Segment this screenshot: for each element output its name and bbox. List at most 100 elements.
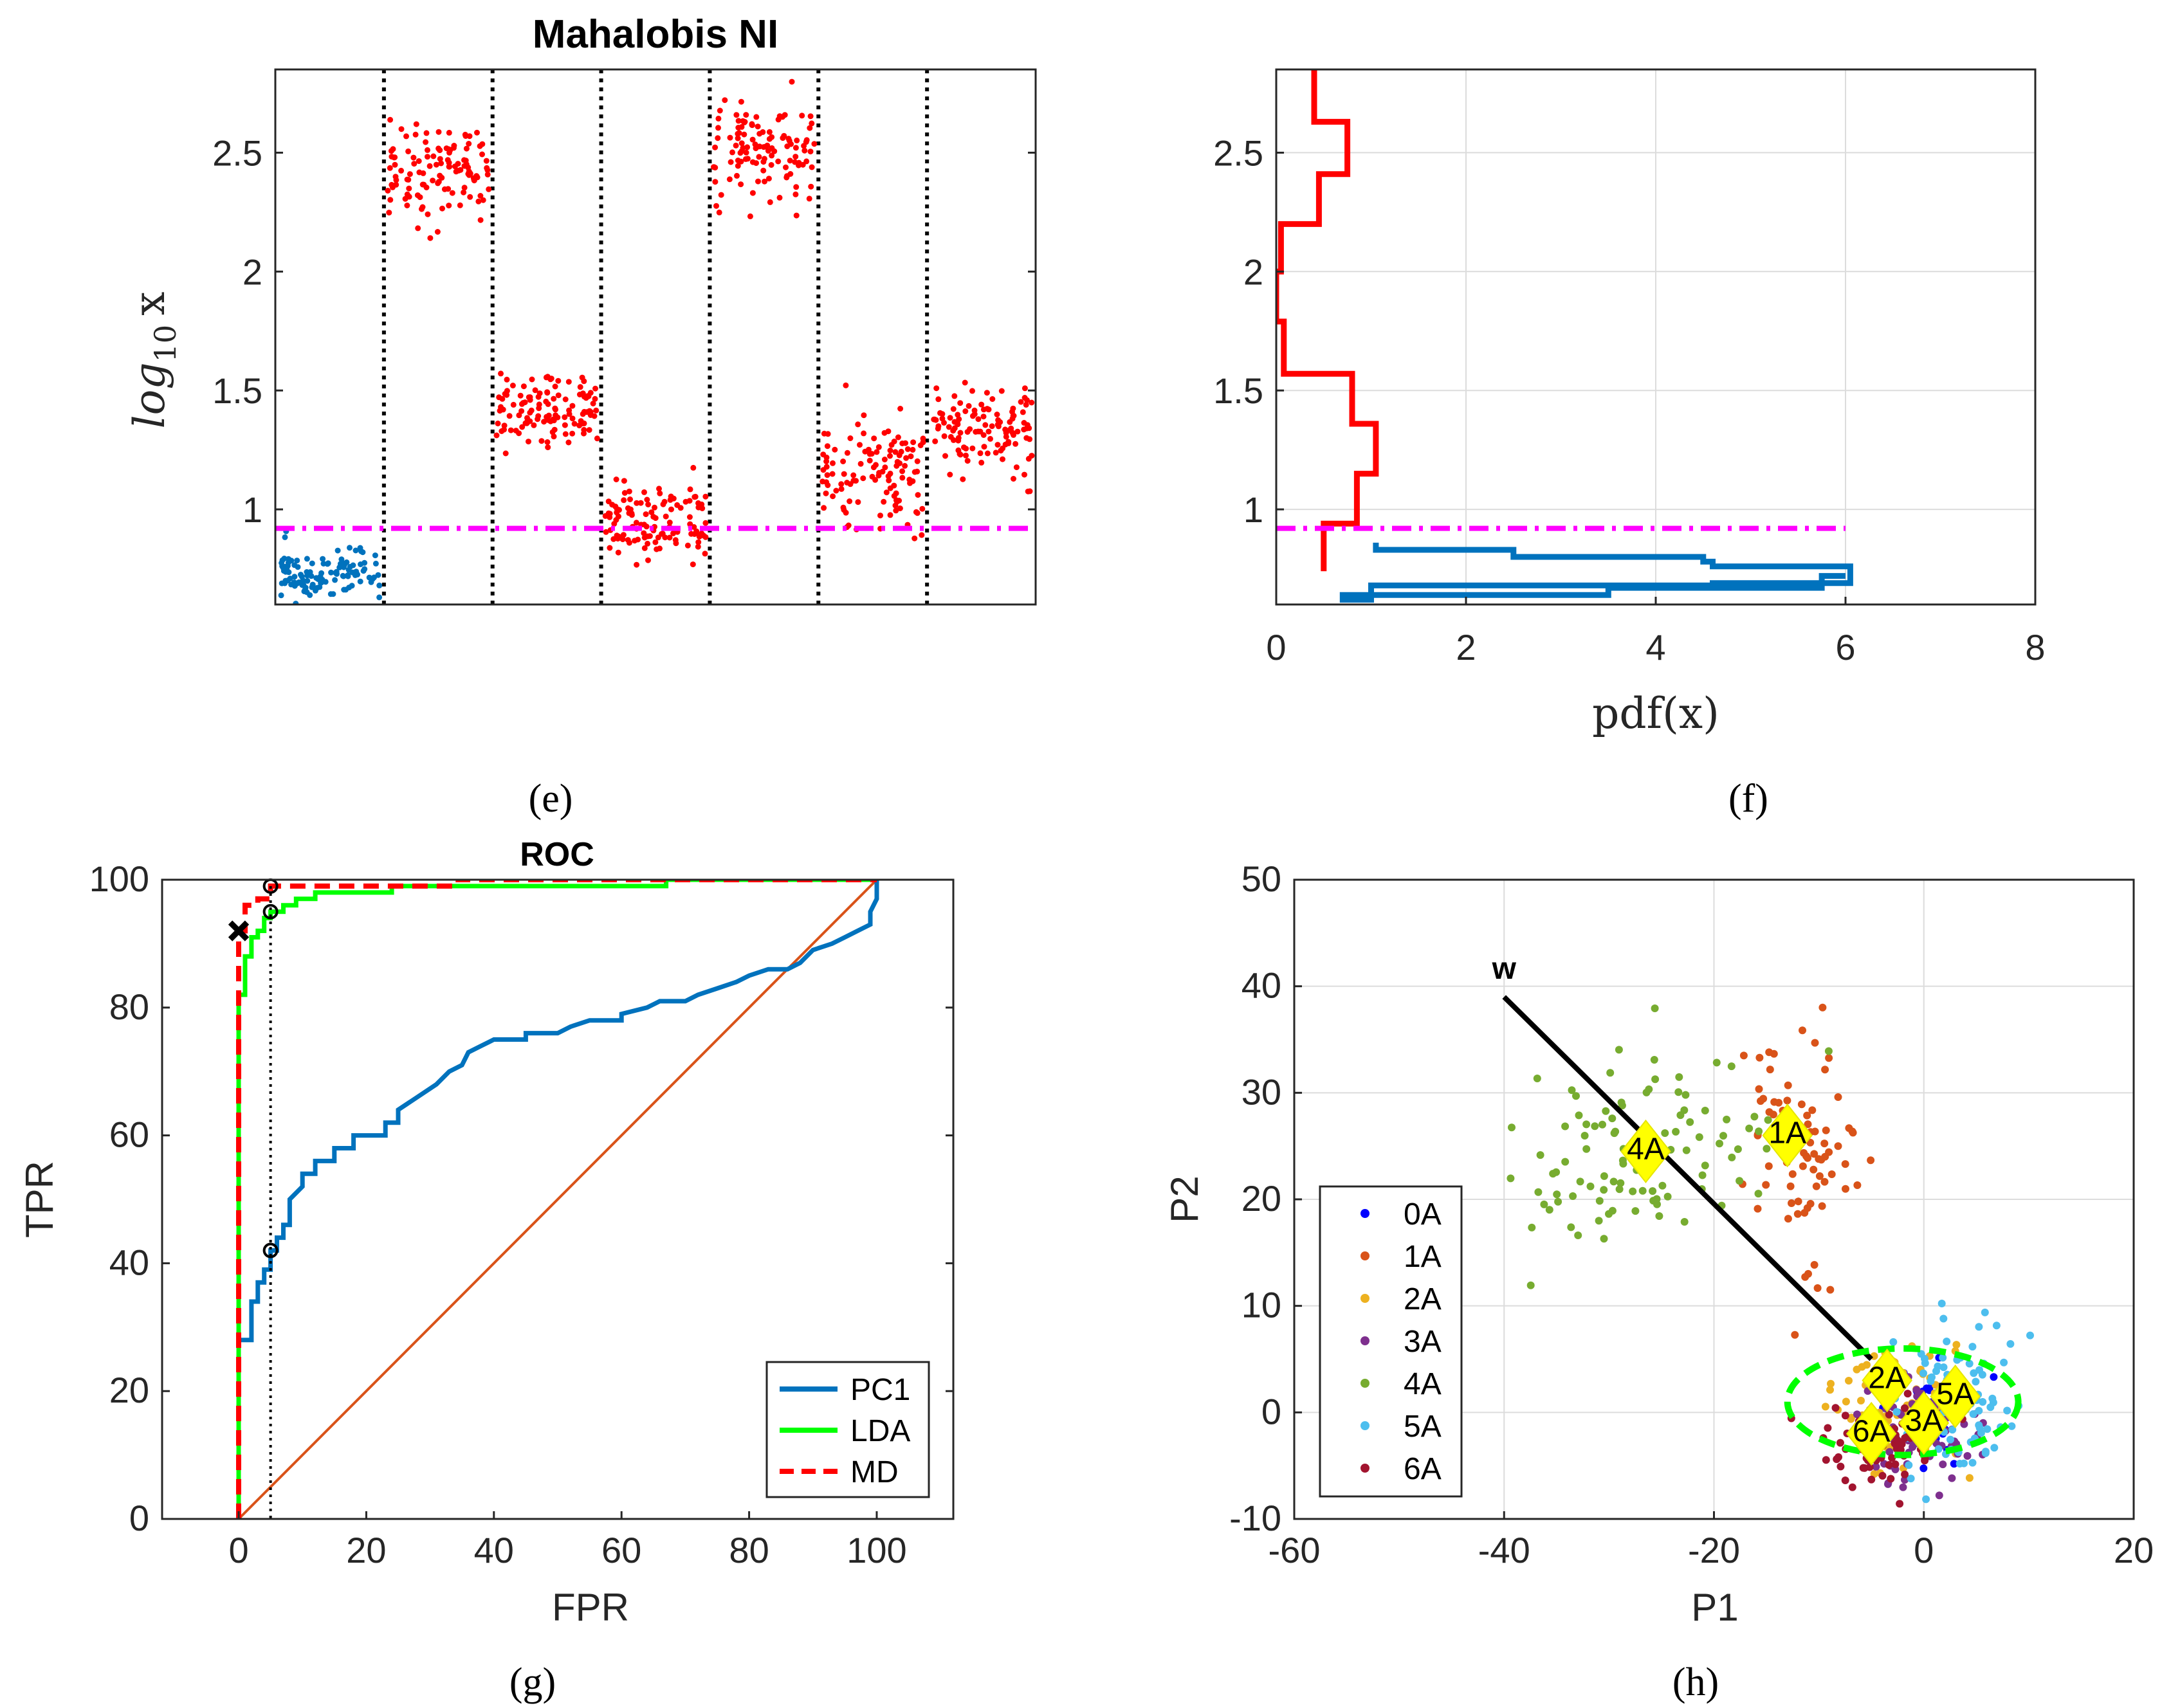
data-point	[526, 394, 532, 401]
panel-g-xlabel: FPR	[552, 1586, 629, 1629]
data-point	[843, 382, 849, 388]
y-tick-label: 20	[109, 1370, 149, 1410]
data-point	[767, 199, 773, 205]
data-point	[1841, 1160, 1849, 1168]
data-point	[555, 377, 562, 384]
data-point	[1824, 1424, 1832, 1432]
data-point	[735, 118, 742, 124]
data-point	[627, 496, 633, 502]
data-point	[966, 403, 972, 409]
data-point	[718, 192, 724, 198]
data-point	[1975, 1366, 1983, 1374]
data-point	[477, 217, 484, 223]
data-point	[871, 435, 877, 442]
data-point	[1939, 1363, 1948, 1372]
data-point	[821, 505, 827, 511]
data-point	[1023, 425, 1030, 432]
data-point	[830, 493, 836, 500]
data-point	[449, 190, 455, 196]
data-point	[1898, 1440, 1906, 1448]
x-tick-label: -60	[1269, 1530, 1321, 1570]
data-point	[803, 158, 810, 165]
data-point	[602, 513, 609, 519]
data-point	[1651, 1004, 1659, 1012]
data-point	[824, 443, 830, 450]
data-point	[776, 194, 783, 201]
data-point	[527, 418, 533, 424]
data-point	[330, 591, 336, 597]
data-point	[423, 139, 429, 145]
data-point	[304, 577, 311, 584]
y-tick-label: 20	[1241, 1178, 1281, 1219]
data-point	[1853, 1410, 1861, 1419]
data-point	[656, 486, 662, 492]
data-point	[985, 406, 992, 413]
data-point	[896, 498, 902, 504]
data-point	[518, 408, 525, 414]
data-point	[545, 444, 551, 451]
data-point	[1739, 1051, 1748, 1060]
data-point	[657, 545, 663, 552]
data-point	[738, 98, 744, 105]
data-point	[861, 412, 867, 419]
data-point	[823, 464, 830, 470]
data-point	[1821, 1066, 1829, 1074]
data-point	[376, 594, 383, 601]
data-point	[825, 482, 831, 488]
data-point	[915, 492, 921, 498]
panel-f-grid	[1276, 69, 2036, 604]
data-point	[882, 464, 888, 471]
data-point	[1012, 441, 1019, 447]
data-point	[620, 532, 627, 538]
data-point	[1950, 1460, 1958, 1468]
data-point	[517, 392, 524, 399]
data-point	[1762, 1181, 1770, 1189]
data-point	[372, 560, 379, 567]
data-point	[2003, 1406, 2011, 1415]
data-point	[576, 392, 583, 397]
panel-e: Mahalobis NI 1 1.5 2 2.5 log10x (e)	[125, 12, 1037, 821]
data-point	[502, 391, 508, 397]
legend-label: 1A	[1404, 1240, 1442, 1274]
data-point	[1534, 1188, 1543, 1196]
data-point	[586, 427, 592, 433]
data-point	[702, 550, 708, 557]
panel-f-y-ticks: 1 1.5 2 2.5	[1213, 132, 1284, 530]
data-point	[1825, 1054, 1833, 1062]
data-point	[963, 452, 969, 459]
data-point	[1990, 1373, 1998, 1381]
panel-f: 1 1.5 2 2.5 0 2 4 6 8 pdf(x) (f)	[1213, 68, 2046, 821]
x-tick-label: 20	[2114, 1530, 2154, 1570]
data-point	[1610, 1129, 1618, 1138]
data-point	[320, 561, 327, 567]
data-point	[390, 146, 396, 152]
panel-e-y-ticks: 1 1.5 2 2.5	[212, 132, 1036, 530]
data-point	[483, 158, 490, 164]
data-point	[1824, 1047, 1833, 1055]
data-point	[666, 520, 673, 525]
data-point	[504, 376, 510, 383]
panel-h-legend: 0A 1A 2A 3A 4A 5A 6A	[1319, 1185, 1463, 1498]
data-point	[1617, 1098, 1626, 1107]
data-point	[702, 493, 709, 500]
data-point	[841, 471, 847, 477]
data-point	[282, 534, 288, 540]
data-point	[580, 411, 586, 417]
data-point	[532, 387, 538, 394]
data-point	[902, 462, 908, 469]
data-point	[535, 413, 542, 419]
data-point	[614, 506, 620, 513]
data-point	[412, 131, 419, 138]
data-point	[282, 568, 289, 575]
data-point	[765, 176, 772, 182]
data-point	[1786, 1182, 1795, 1190]
data-point	[645, 502, 652, 507]
data-point	[1827, 1170, 1836, 1178]
data-point	[969, 445, 976, 451]
data-point	[565, 439, 572, 446]
legend-label: LDA	[850, 1414, 910, 1448]
data-point	[362, 559, 368, 566]
data-point	[950, 406, 957, 412]
data-point	[1576, 1177, 1584, 1186]
data-point	[1948, 1426, 1957, 1434]
